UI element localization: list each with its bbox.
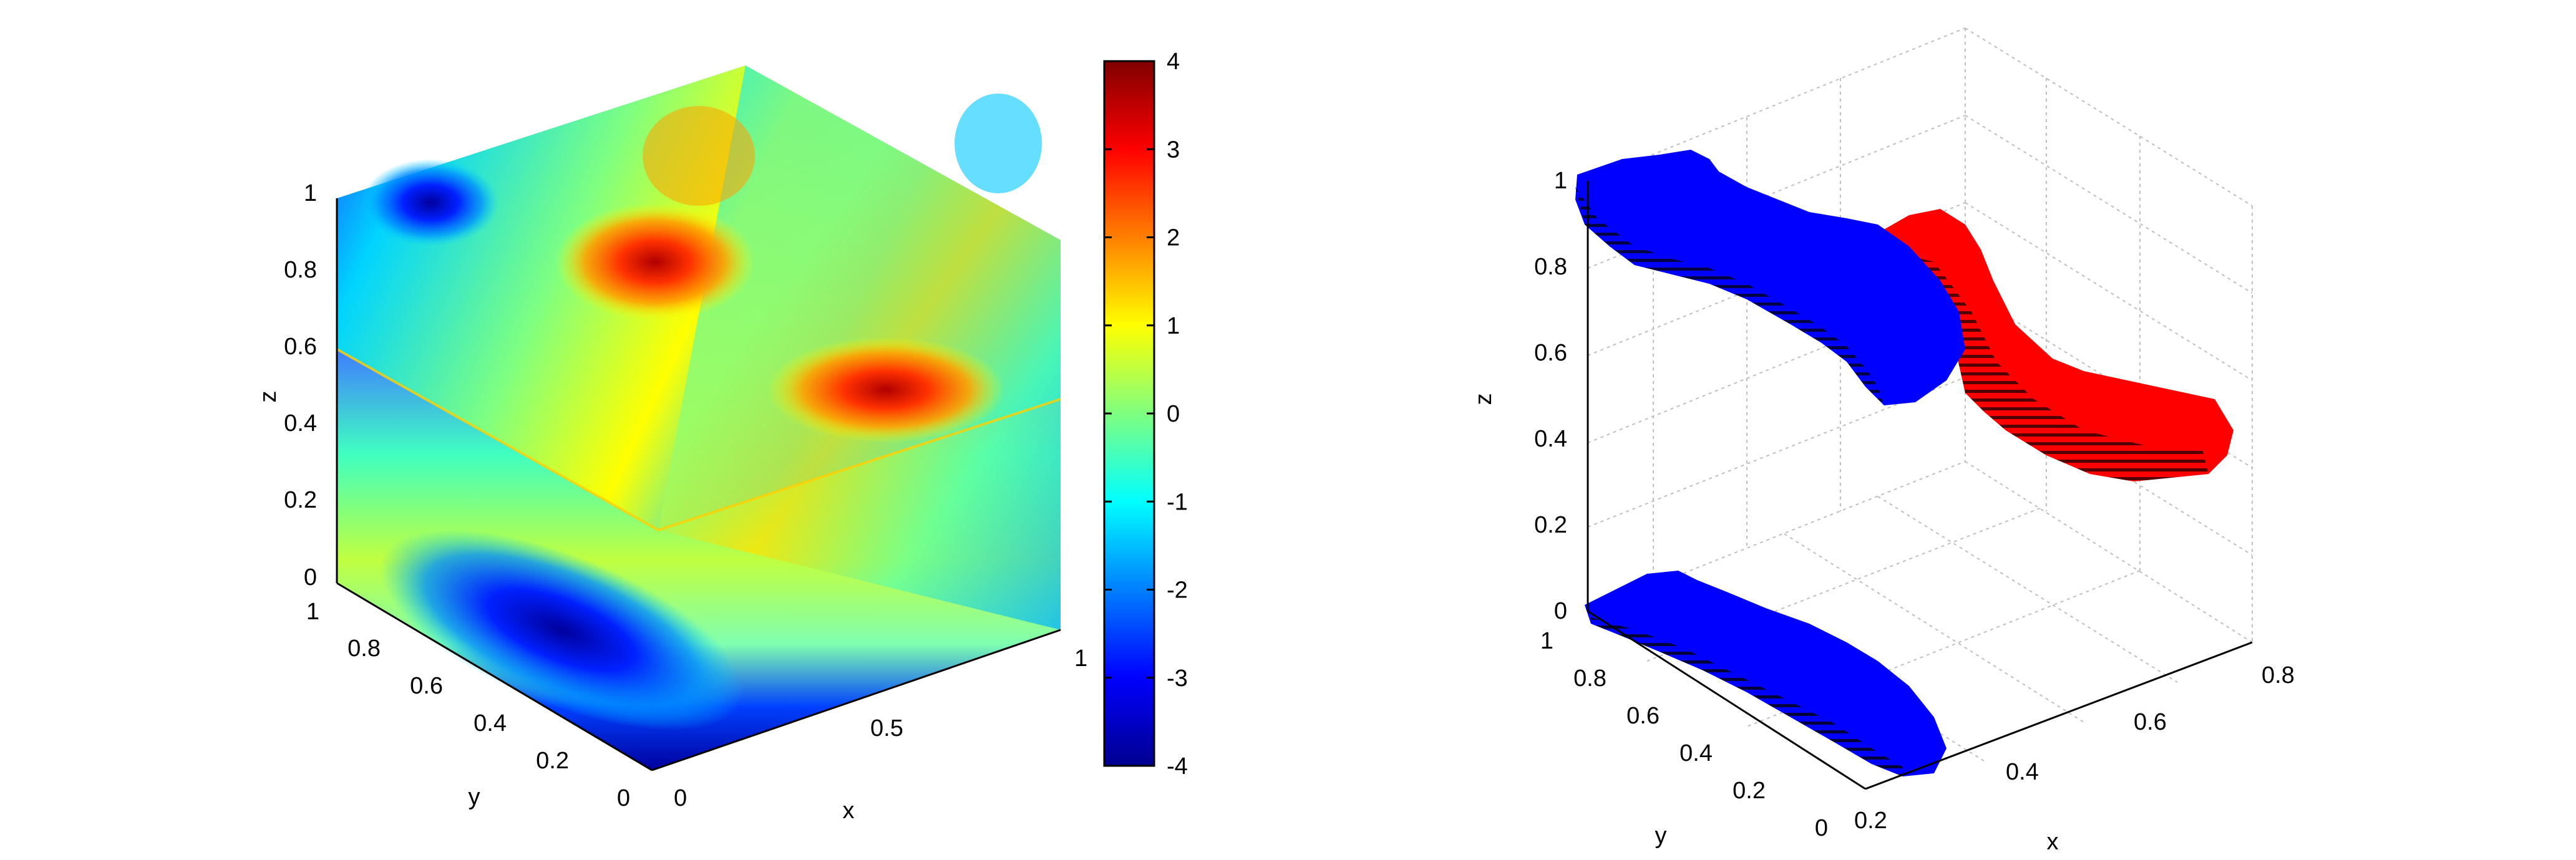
slice-mid-edge	[336, 348, 1061, 532]
colorbar-bar	[1103, 60, 1155, 767]
y-tick-label: 1	[306, 599, 319, 625]
positive-isosurface-shadow	[1872, 246, 2209, 481]
voxel-plot-panel: 1 0.8 0.6 0.4 0.2 0 z 1 0.8 0.6 0.4 0.2 …	[1470, 27, 2295, 855]
z-tick-label: 0	[304, 564, 317, 591]
x-ticks: 0 0.5 1	[674, 645, 1087, 811]
y-axis-label: y	[469, 784, 480, 810]
y-tick-label: 0.2	[1733, 778, 1766, 804]
y-tick-label: 0.4	[474, 710, 507, 737]
colorbar-ticks: 4 3 2 1 0 -1 -2 -3 -4	[1104, 49, 1188, 780]
y-tick-label: 0	[1815, 815, 1828, 841]
z-tick-label: 0.2	[284, 487, 317, 513]
z-tick-label: 0.6	[1534, 340, 1567, 366]
z-tick-label: 0.8	[284, 257, 317, 283]
colorbar: 4 3 2 1 0 -1 -2 -3 -4	[1103, 49, 1188, 780]
y-axis-line	[1587, 610, 1866, 790]
positive-isosurface	[1865, 209, 2233, 481]
x-tick-label: 0.5	[870, 715, 903, 742]
z-tick-label: 0	[1554, 598, 1567, 624]
x-tick-label: 0	[674, 785, 687, 811]
y-tick-label: 0.6	[1626, 703, 1660, 729]
z-tick-label: 1	[1554, 168, 1567, 194]
z-tick-label: 0.6	[284, 334, 317, 360]
y-axis-label: y	[1655, 823, 1667, 849]
x-axis-label: x	[2047, 829, 2059, 855]
colorbar-tick-label: 3	[1167, 137, 1180, 163]
colorbar-tick-label: -1	[1167, 489, 1188, 515]
y-tick-label: 0.4	[1679, 740, 1713, 766]
x-tick-label: 1	[1074, 645, 1087, 672]
slice-warm-region	[643, 106, 755, 206]
slice-cold-region	[362, 159, 499, 246]
z-ticks: 1 0.8 0.6 0.4 0.2 0	[284, 180, 317, 591]
z-tick-label: 0.4	[284, 410, 317, 437]
x-tick-label: 0.2	[1854, 808, 1887, 834]
y-tick-label: 0.8	[1573, 665, 1606, 692]
slice-plot-panel: 1 0.8 0.6 0.4 0.2 0 z 1 0.8 0.6 0.4 0.2 …	[255, 49, 1188, 824]
colorbar-tick-label: 4	[1167, 49, 1180, 75]
slice-cold-region	[380, 529, 743, 730]
z-tick-label: 0.4	[1534, 426, 1567, 452]
x-tick-label: 0.6	[2134, 709, 2167, 735]
z-axis-label: z	[255, 391, 281, 403]
colorbar-tick-label: -4	[1167, 753, 1188, 780]
colorbar-tick-label: 1	[1167, 313, 1180, 339]
x-axis-line	[1865, 641, 2253, 790]
y-axis-line	[336, 582, 653, 771]
slice-hot-region	[555, 203, 755, 321]
colorbar-tick-label: -3	[1167, 665, 1188, 692]
negative-isosurface-lower	[1585, 571, 1947, 776]
y-tick-label: 0.6	[410, 673, 443, 699]
z-tick-label: 0.2	[1534, 512, 1567, 538]
x-ticks: 0.2 0.4 0.6 0.8	[1854, 662, 2295, 834]
negative-isosurface-upper	[1575, 150, 1965, 405]
z-ticks: 1 0.8 0.6 0.4 0.2 0	[1534, 168, 1567, 624]
colorbar-tick-label: -2	[1167, 577, 1188, 604]
y-ticks: 1 0.8 0.6 0.4 0.2 0	[306, 599, 630, 811]
x-axis-label: x	[843, 798, 855, 824]
colorbar-tick-label: 0	[1167, 401, 1180, 427]
y-tick-label: 0.8	[348, 635, 381, 662]
slice-cold-region	[955, 94, 1042, 193]
colorbar-tick-label: 2	[1167, 225, 1180, 251]
y-tick-label: 1	[1540, 628, 1553, 654]
x-tick-label: 0.8	[2262, 662, 2295, 688]
y-tick-label: 0.2	[536, 748, 569, 774]
z-tick-label: 1	[304, 180, 317, 206]
negative-isosurface-lower-shadow	[1591, 617, 1903, 776]
x-axis-line	[651, 629, 1061, 771]
y-ticks: 1 0.8 0.6 0.4 0.2 0	[1540, 628, 1828, 841]
z-tick-label: 0.8	[1534, 254, 1567, 280]
z-axis-label: z	[1470, 394, 1497, 405]
slice-hot-region	[767, 337, 1004, 443]
x-tick-label: 0.4	[2006, 759, 2039, 785]
y-tick-label: 0	[617, 785, 630, 811]
